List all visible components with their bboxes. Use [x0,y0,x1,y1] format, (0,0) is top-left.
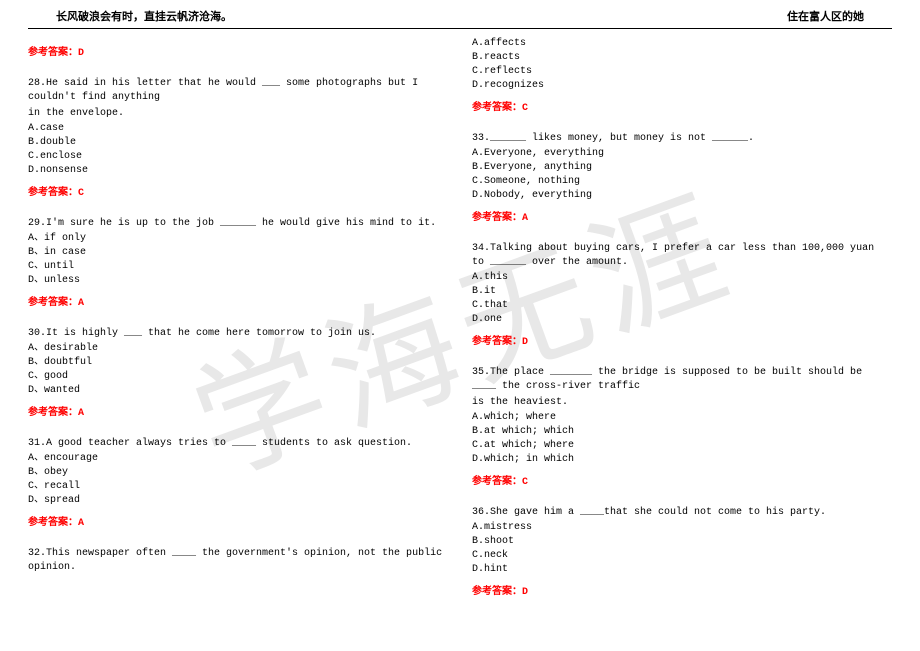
q36-opt-b: B.shoot [472,535,892,548]
q28-text: 28.He said in his letter that he would _… [28,77,448,105]
q31-text: 31.A good teacher always tries to ____ s… [28,437,448,451]
answer-31: 参考答案：A [28,513,448,529]
q35-opt-a: A.which; where [472,411,892,424]
q33-opt-a: A.Everyone, everything [472,147,892,160]
q33-opt-b: B.Everyone, anything [472,161,892,174]
q33-opt-c: C.Someone, nothing [472,175,892,188]
q35-opt-b: B.at which; which [472,425,892,438]
q35-text: 35.The place _______ the bridge is suppo… [472,366,892,394]
q28-opt-c: C.enclose [28,150,448,163]
q30-text: 30.It is highly ___ that he come here to… [28,327,448,341]
q30-opt-a: A、desirable [28,342,448,355]
content-area: 参考答案：D 28.He said in his letter that he … [0,29,920,616]
q30-opt-c: C、good [28,370,448,383]
q28-text2: in the envelope. [28,107,448,121]
answer-30: 参考答案：A [28,403,448,419]
q32-opt-a: A.affects [472,37,892,50]
q34-opt-a: A.this [472,271,892,284]
q36-text: 36.She gave him a ____that she could not… [472,506,892,520]
q34-opt-b: B.it [472,285,892,298]
answer-28: 参考答案：C [28,183,448,199]
answer-29: 参考答案：A [28,293,448,309]
q29-opt-b: B、in case [28,246,448,259]
q34-text: 34.Talking about buying cars, I prefer a… [472,242,892,270]
answer-36: 参考答案：D [472,582,892,598]
q31-opt-a: A、encourage [28,452,448,465]
q33-text: 33.______ likes money, but money is not … [472,132,892,146]
q32-text: 32.This newspaper often ____ the governm… [28,547,448,575]
right-column: A.affects B.reacts C.reflects D.recogniz… [472,37,892,616]
q36-opt-c: C.neck [472,549,892,562]
answer-33: 参考答案：A [472,208,892,224]
answer-32: 参考答案：C [472,98,892,114]
q29-text: 29.I'm sure he is up to the job ______ h… [28,217,448,231]
q36-opt-d: D.hint [472,563,892,576]
q28-opt-d: D.nonsense [28,164,448,177]
answer-35: 参考答案：C [472,472,892,488]
q30-opt-d: D、wanted [28,384,448,397]
q31-opt-b: B、obey [28,466,448,479]
q34-opt-c: C.that [472,299,892,312]
q31-opt-d: D、spread [28,494,448,507]
page-header: 长风破浪会有时，直挂云帆济沧海。 住在富人区的她 [28,0,892,29]
q30-opt-b: B、doubtful [28,356,448,369]
q32-opt-b: B.reacts [472,51,892,64]
q35-opt-c: C.at which; where [472,439,892,452]
q32-opt-c: C.reflects [472,65,892,78]
q29-opt-d: D、unless [28,274,448,287]
header-right-text: 住在富人区的她 [787,8,864,24]
q29-opt-c: C、until [28,260,448,273]
q28-opt-b: B.double [28,136,448,149]
q33-opt-d: D.Nobody, everything [472,189,892,202]
q34-opt-d: D.one [472,313,892,326]
header-left-quote: 长风破浪会有时，直挂云帆济沧海。 [56,8,232,24]
answer-34: 参考答案：D [472,332,892,348]
q31-opt-c: C、recall [28,480,448,493]
q28-opt-a: A.case [28,122,448,135]
q29-opt-a: A、if only [28,232,448,245]
q35-opt-d: D.which; in which [472,453,892,466]
q32-opt-d: D.recognizes [472,79,892,92]
answer-27: 参考答案：D [28,43,448,59]
left-column: 参考答案：D 28.He said in his letter that he … [28,37,448,616]
q35-text2: is the heaviest. [472,396,892,410]
q36-opt-a: A.mistress [472,521,892,534]
